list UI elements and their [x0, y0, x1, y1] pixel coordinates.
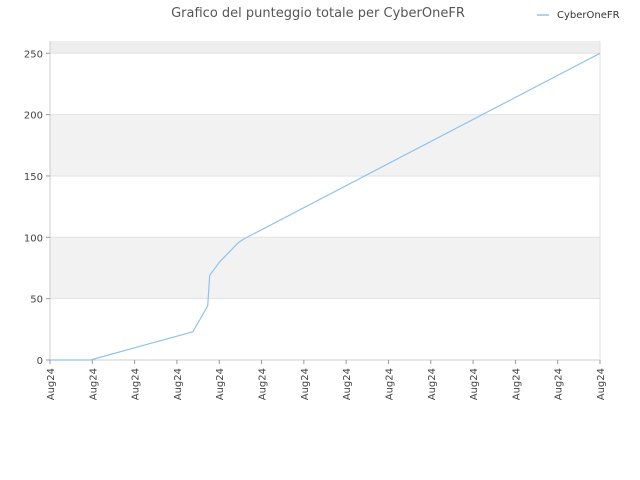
x-tick-label: Aug24: [131, 368, 142, 400]
band: [50, 175, 600, 238]
band: [50, 53, 600, 115]
x-tick-label: Aug24: [427, 368, 438, 400]
x-tick-label: Aug24: [554, 368, 565, 400]
x-tick-label: Aug24: [596, 368, 607, 400]
chart-title: Grafico del punteggio totale per CyberOn…: [171, 6, 465, 21]
x-tick-label: Aug24: [215, 368, 226, 400]
x-tick-label: Aug24: [173, 368, 184, 400]
y-tick-label: 150: [24, 172, 43, 183]
series-line: [50, 52, 601, 361]
legend: CyberOneFR: [537, 10, 620, 21]
grid-lines: [50, 52, 600, 300]
y-tick-label: 100: [24, 233, 43, 244]
y-tick-label: 50: [30, 295, 43, 306]
y-tick-label: 0: [37, 356, 43, 367]
legend-label: CyberOneFR: [557, 10, 620, 21]
band: [50, 298, 600, 360]
axes: [49, 41, 601, 361]
series-layer: [50, 52, 601, 361]
x-tick-label: Aug24: [384, 368, 395, 400]
band: [50, 237, 600, 299]
x-tick-label: Aug24: [511, 368, 522, 400]
y-tick-label: 200: [24, 111, 43, 122]
band: [50, 41, 600, 54]
x-axis-ticks: Aug24 Aug24 Aug24 Aug24 Aug24 Aug24 Aug24 Aug24…: [46, 360, 607, 400]
x-tick-label: Aug24: [46, 368, 57, 400]
x-tick-label: Aug24: [88, 368, 99, 400]
x-tick-label: Aug24: [258, 368, 269, 400]
y-tick-label: 250: [24, 49, 43, 60]
x-tick-label: Aug24: [469, 368, 480, 400]
x-tick-label: Aug24: [300, 368, 311, 400]
y-axis-ticks: 0 50 100 150 200 250: [24, 49, 50, 367]
band: [50, 114, 600, 176]
x-tick-label: Aug24: [342, 368, 353, 400]
background-bands: [50, 41, 600, 360]
